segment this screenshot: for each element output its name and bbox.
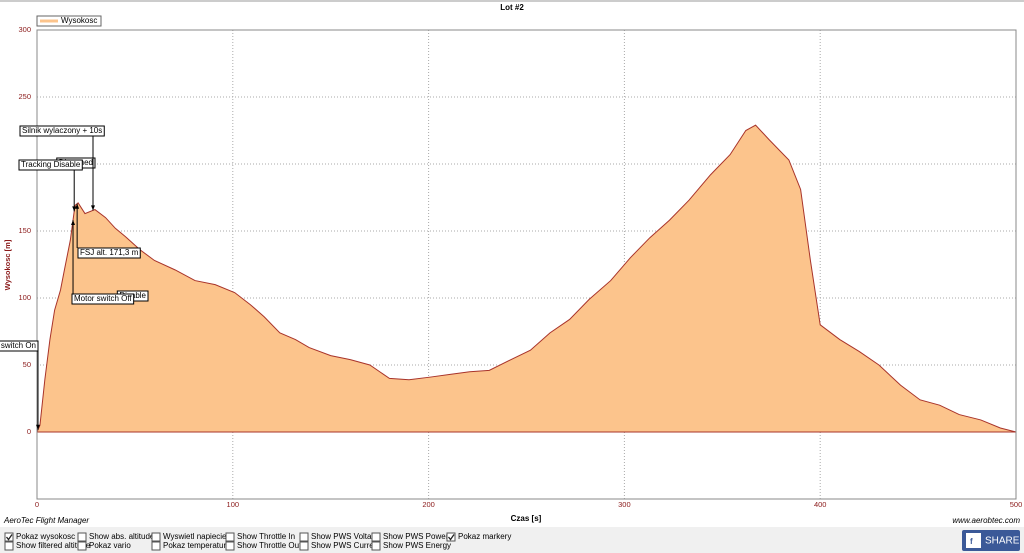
marker: Silnik wylaczony + 10s [19, 125, 105, 211]
y-tick-label: 100 [18, 293, 31, 302]
marker: FSJ alt. 171,3 m [75, 203, 141, 259]
marker-box [18, 159, 83, 171]
option-label[interactable]: Show PWS Power [383, 532, 449, 541]
marker-label: Silnik wylaczony + 10s [22, 126, 102, 135]
option-checkbox[interactable]: Wyswietl napiecie [151, 532, 227, 542]
arrow-head [72, 206, 77, 212]
option-label[interactable]: Show Throttle Out [237, 541, 302, 550]
option-label[interactable]: Show PWS Energy [383, 541, 451, 550]
option-label[interactable]: Wyswietl napiecie [163, 532, 227, 541]
y-tick-label: 0 [27, 427, 31, 436]
y-tick-label: 300 [18, 25, 31, 34]
options-bar [0, 527, 1024, 553]
marker: Tracking Disable [18, 159, 83, 212]
legend: Wysokosc [36, 15, 102, 27]
option-checkbox[interactable]: Pokaz vario [77, 541, 131, 551]
checkbox[interactable] [151, 541, 161, 551]
checkmark [447, 534, 455, 541]
arrow-head [35, 424, 40, 430]
checkmark [5, 534, 13, 541]
checkbox[interactable] [299, 541, 309, 551]
checkbox[interactable] [77, 541, 87, 551]
checkbox[interactable] [4, 532, 14, 542]
option-label[interactable]: Show PWS Voltage [311, 532, 381, 541]
marker: Motor switch Off [71, 220, 135, 305]
x-tick-label: 400 [814, 500, 827, 509]
line [36, 124, 1017, 433]
app-name: AeroTec Flight Manager [3, 516, 89, 525]
option-label[interactable]: Show abs. altitude [89, 532, 155, 541]
y-tick-label: 250 [18, 92, 31, 101]
option-checkbox[interactable]: Show abs. altitude [77, 532, 155, 542]
option-checkbox[interactable]: Show PWS Voltage [299, 532, 381, 542]
checkbox[interactable] [225, 541, 235, 551]
checkbox[interactable] [225, 532, 235, 542]
marker-box [71, 293, 135, 305]
option-checkbox[interactable]: Pokaz temperature [151, 541, 231, 551]
marker-label: Motor switch Off [74, 294, 132, 303]
arrow-head [90, 205, 95, 211]
option-label[interactable]: Pokaz temperature [163, 541, 231, 550]
checkbox[interactable] [446, 532, 456, 542]
option-checkbox[interactable]: Show Throttle Out [225, 541, 302, 551]
marker-box [0, 340, 39, 352]
y-axis-label: Wysokosc [m] [3, 239, 12, 290]
share-button[interactable]: f SHARE [962, 530, 1020, 551]
option-label[interactable]: Pokaz wysokosc [16, 532, 75, 541]
option-checkbox[interactable]: Pokaz wysokosc [4, 532, 75, 542]
x-axis-label: Czas [s] [511, 514, 542, 523]
checkbox[interactable] [151, 532, 161, 542]
option-checkbox[interactable]: Pokaz markery [446, 532, 511, 542]
option-label[interactable]: Pokaz markery [458, 532, 511, 541]
marker: Motor switch On [0, 340, 40, 430]
option-checkbox[interactable]: Show PWS Current [299, 541, 381, 551]
marker-label: Tracking Disable [21, 160, 81, 169]
arrow-head [75, 203, 80, 209]
area-fill [37, 125, 1016, 432]
app-url: www.aerobtec.com [952, 516, 1020, 525]
y-tick-label: 50 [23, 360, 31, 369]
fb-icon [966, 533, 981, 548]
share-label[interactable]: SHARE [985, 536, 1020, 547]
legend-box [36, 15, 102, 27]
fb-f: f [970, 537, 973, 546]
checkbox[interactable] [371, 541, 381, 551]
marker-box [19, 125, 105, 137]
x-tick-label: 100 [227, 500, 240, 509]
x-tick-label: 200 [422, 500, 435, 509]
checkbox[interactable] [77, 532, 87, 542]
legend-label: Wysokosc [61, 16, 97, 25]
checkbox[interactable] [299, 532, 309, 542]
x-tick-label: 300 [618, 500, 631, 509]
checkbox[interactable] [4, 541, 14, 551]
option-label[interactable]: Pokaz vario [89, 541, 131, 550]
option-checkbox[interactable]: Show Throttle In [225, 532, 295, 542]
y-tick-label: 150 [18, 226, 31, 235]
option-checkbox[interactable]: Show PWS Power [371, 532, 449, 542]
checkbox[interactable] [371, 532, 381, 542]
option-checkbox[interactable]: Show PWS Energy [371, 541, 451, 551]
x-tick-label: 0 [35, 500, 39, 509]
arrow-head [71, 220, 76, 226]
marker-box [77, 247, 141, 259]
marker-label: FSJ alt. 171,3 m [80, 248, 139, 257]
plot-frame [36, 29, 1017, 500]
option-label[interactable]: Show PWS Current [311, 541, 381, 550]
chart-title: Lot #2 [500, 3, 524, 12]
option-checkbox[interactable]: Show filtered altitude [4, 541, 91, 551]
marker-label: Motor switch On [0, 341, 36, 350]
option-label[interactable]: Show filtered altitude [16, 541, 91, 550]
x-tick-label: 500 [1010, 500, 1023, 509]
option-label[interactable]: Show Throttle In [237, 532, 295, 541]
